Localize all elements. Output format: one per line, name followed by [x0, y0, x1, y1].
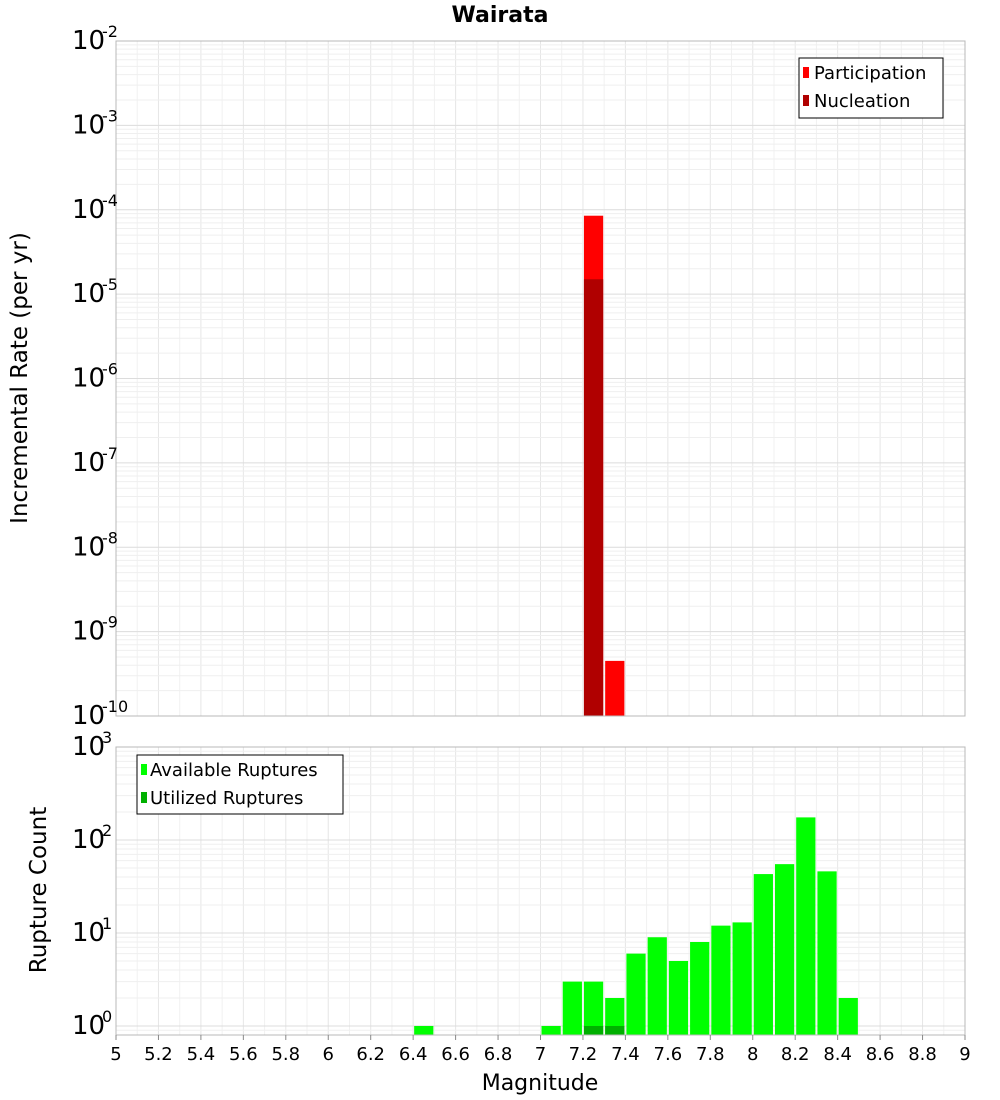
count-bar-available-ruptures — [817, 871, 837, 1035]
count-bar-available-ruptures — [732, 922, 752, 1035]
x-tick-label: 7 — [535, 1044, 546, 1065]
x-tick-label: 6.8 — [484, 1044, 513, 1065]
y-tick-exponent: -2 — [102, 22, 118, 41]
count-bar-available-ruptures — [668, 960, 689, 1035]
rate-y-axis-label: Incremental Rate (per yr) — [7, 232, 33, 524]
count-bar-available-ruptures — [796, 817, 816, 1035]
y-tick-exponent: 3 — [102, 728, 112, 747]
count-bar-available-ruptures — [541, 1025, 561, 1035]
count-bar-available-ruptures — [753, 874, 773, 1035]
y-tick-label: 10 — [72, 732, 105, 762]
y-tick-label: 10 — [72, 532, 105, 562]
x-tick-label: 7.4 — [611, 1044, 640, 1065]
chart-title: Wairata — [452, 3, 549, 28]
rate-panel: 10-210-310-410-510-610-710-810-910-10 In… — [7, 22, 966, 731]
y-tick-exponent: 0 — [102, 1007, 112, 1026]
y-tick-exponent: -9 — [102, 613, 118, 632]
count-legend: Available Ruptures Utilized Ruptures — [136, 754, 344, 815]
y-tick-exponent: -6 — [102, 360, 118, 379]
rate-y-ticks: 10-210-310-410-510-610-710-810-910-10 — [72, 22, 128, 731]
rate-legend: Participation Nucleation — [798, 57, 944, 119]
x-tick-label: 8.4 — [823, 1044, 852, 1065]
count-bars — [414, 817, 858, 1035]
rate-bar-nucleation — [583, 279, 604, 716]
y-tick-label: 10 — [72, 195, 105, 225]
y-tick-label: 10 — [72, 825, 105, 855]
y-tick-label: 10 — [72, 617, 105, 647]
count-bar-utilized-ruptures — [605, 1025, 625, 1035]
y-tick-label: 10 — [72, 918, 105, 948]
rate-bars — [583, 215, 625, 717]
x-tick-label: 5 — [110, 1044, 121, 1065]
available-legend-swatch — [141, 764, 147, 775]
y-tick-label: 10 — [72, 364, 105, 394]
x-tick-label: 6.6 — [441, 1044, 470, 1065]
count-bar-available-ruptures — [583, 981, 604, 1035]
magnitude-x-ticks: 5 5.2 5.4 5.6 5.8 6 6.2 6.4 6.6 6.8 7 7.2 7.4 7.6 7.8 8… — [110, 1035, 971, 1065]
nucleation-legend-label: Nucleation — [814, 91, 910, 112]
count-bar-available-ruptures — [562, 981, 582, 1035]
x-tick-label: 7.2 — [569, 1044, 598, 1065]
rate-legend-box — [798, 57, 944, 119]
x-tick-label: 5.6 — [229, 1044, 258, 1065]
count-bar-available-ruptures — [605, 997, 625, 1035]
participation-legend-swatch — [803, 67, 809, 78]
y-tick-label: 10 — [72, 1011, 105, 1041]
y-tick-exponent: -7 — [102, 444, 118, 463]
x-tick-label: 8.6 — [866, 1044, 895, 1065]
x-tick-label: 6 — [323, 1044, 334, 1065]
x-tick-label: 6.2 — [356, 1044, 385, 1065]
x-tick-label: 7.6 — [654, 1044, 683, 1065]
y-tick-exponent: 1 — [102, 914, 112, 933]
available-legend-label: Available Ruptures — [150, 760, 318, 781]
x-tick-label: 8.2 — [781, 1044, 810, 1065]
participation-legend-label: Participation — [814, 63, 926, 84]
count-y-axis-label: Rupture Count — [26, 807, 52, 973]
count-bar-available-ruptures — [774, 864, 795, 1035]
nucleation-legend-swatch — [803, 95, 809, 106]
x-tick-label: 5.8 — [271, 1044, 300, 1065]
y-tick-label: 10 — [72, 110, 105, 140]
x-tick-label: 6.4 — [399, 1044, 428, 1065]
y-tick-exponent: 2 — [102, 821, 112, 840]
rate-grid — [115, 40, 966, 717]
count-legend-box — [136, 754, 344, 815]
y-tick-exponent: -5 — [102, 275, 118, 294]
count-bar-available-ruptures — [626, 953, 646, 1035]
x-tick-label: 9 — [959, 1044, 970, 1065]
y-tick-exponent: -8 — [102, 528, 118, 547]
rate-bar-participation — [605, 660, 625, 716]
x-tick-label: 5.4 — [187, 1044, 216, 1065]
utilized-legend-swatch — [141, 792, 147, 803]
rate-plot-frame — [115, 40, 966, 717]
count-bar-available-ruptures — [414, 1025, 434, 1035]
count-bar-available-ruptures — [711, 925, 731, 1035]
y-tick-label: 10 — [72, 701, 105, 731]
count-bar-available-ruptures — [838, 997, 858, 1035]
count-bar-available-ruptures — [690, 942, 710, 1035]
y-tick-label: 10 — [72, 448, 105, 478]
count-bar-utilized-ruptures — [583, 1025, 604, 1035]
x-tick-label: 8 — [747, 1044, 758, 1065]
magnitude-x-axis-label: Magnitude — [482, 1071, 599, 1096]
y-tick-exponent: -10 — [102, 697, 128, 716]
utilized-legend-label: Utilized Ruptures — [150, 788, 303, 809]
y-tick-exponent: -4 — [102, 191, 118, 210]
x-tick-label: 8.8 — [908, 1044, 937, 1065]
y-tick-label: 10 — [72, 279, 105, 309]
y-tick-exponent: -3 — [102, 106, 118, 125]
x-tick-label: 5.2 — [144, 1044, 173, 1065]
y-tick-label: 10 — [72, 26, 105, 56]
x-tick-label: 7.8 — [696, 1044, 725, 1065]
count-bar-available-ruptures — [647, 937, 667, 1035]
